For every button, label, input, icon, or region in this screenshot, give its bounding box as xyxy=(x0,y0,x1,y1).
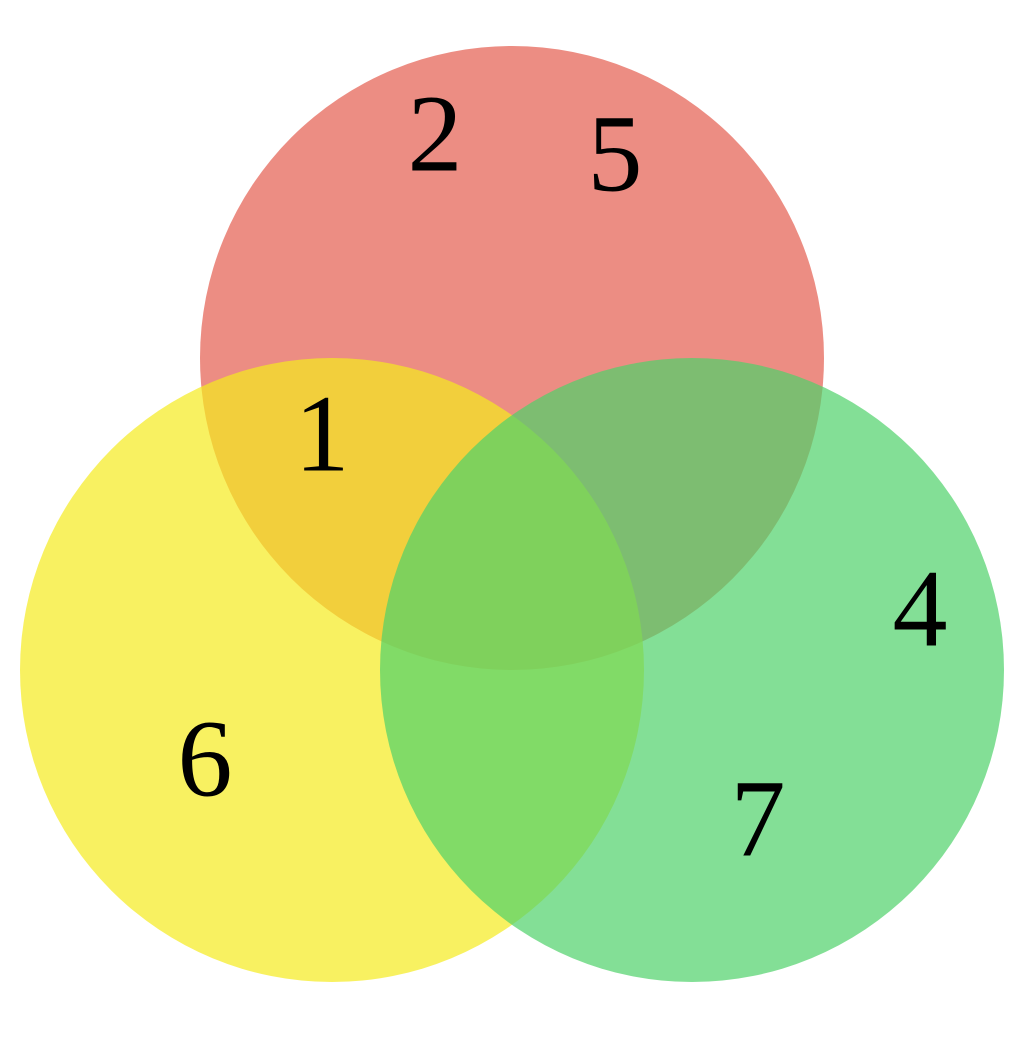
venn-diagram: 2 5 1 4 6 7 xyxy=(0,0,1024,1050)
venn-label-top-only-1: 5 xyxy=(588,92,643,214)
venn-label-right-only-3: 4 xyxy=(893,547,948,669)
venn-label-top-left-overlap-2: 1 xyxy=(295,372,350,494)
venn-label-left-only-4: 6 xyxy=(178,697,233,819)
venn-label-top-only-0: 2 xyxy=(408,72,463,194)
venn-circles-group xyxy=(20,46,1004,982)
venn-circle-right xyxy=(380,358,1004,982)
venn-label-right-only-5: 7 xyxy=(731,757,786,879)
